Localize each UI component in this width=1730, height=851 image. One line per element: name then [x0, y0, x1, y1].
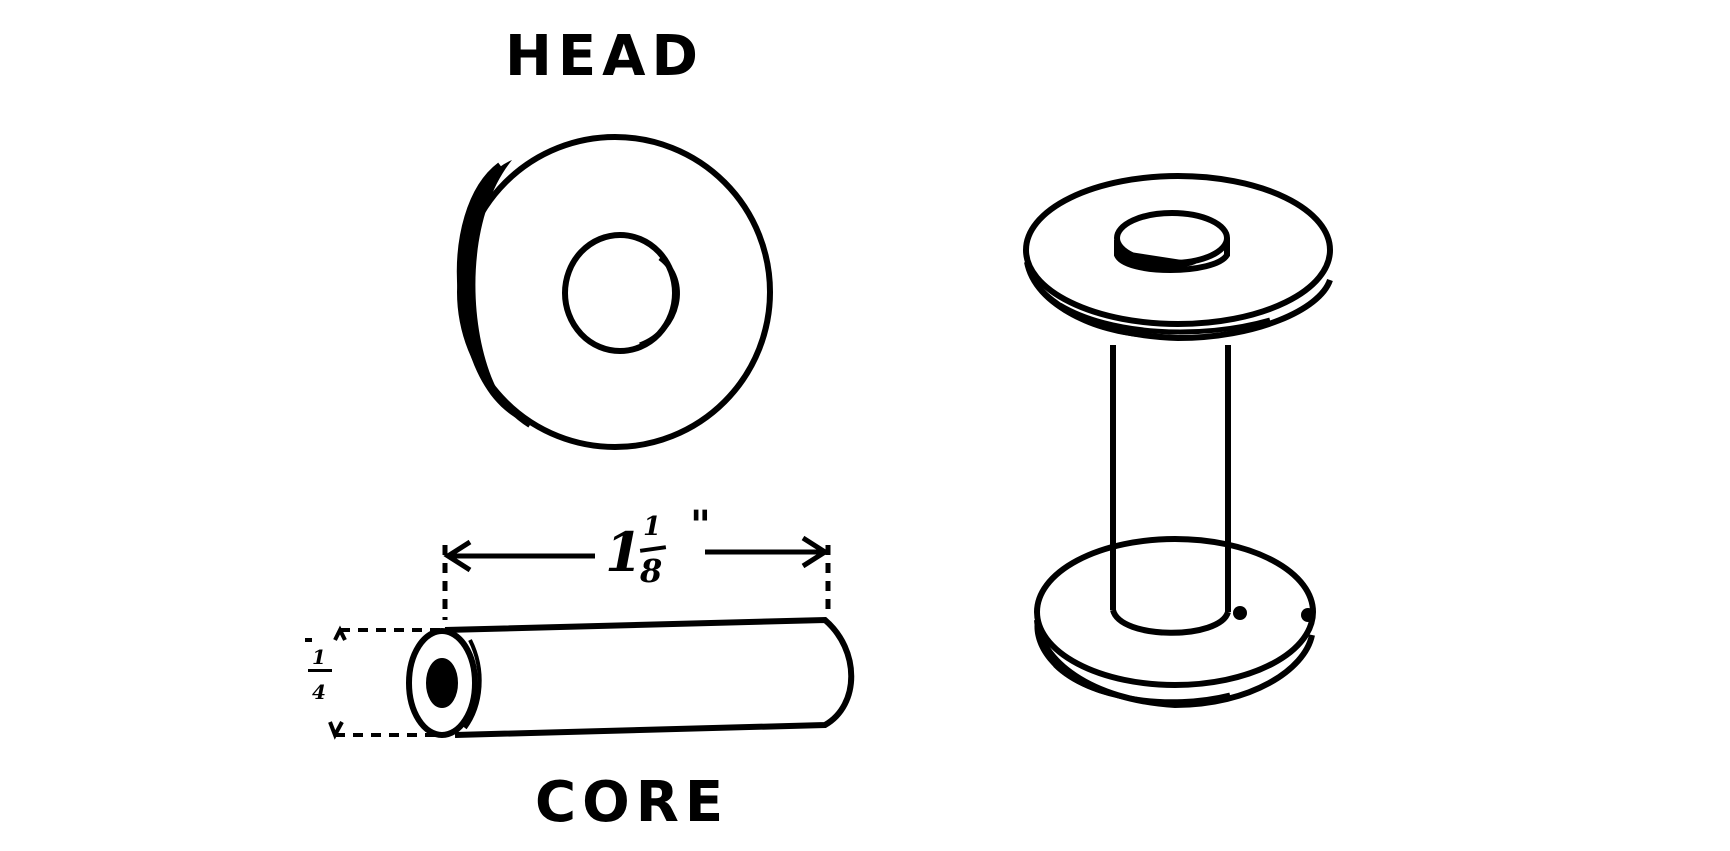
dia-arrow-bottom [328, 721, 344, 740]
bottom-flange-hole-1 [1233, 606, 1247, 620]
head-disc-edge [456, 162, 532, 428]
core-tube-end [406, 628, 478, 738]
head-label: HEAD [505, 24, 704, 89]
core-tube-end-shade [463, 639, 482, 730]
core-tube [406, 616, 855, 738]
core-tube-body [444, 616, 855, 738]
core-label: CORE [535, 770, 730, 835]
diameter-fraction-numerator: 1 [312, 645, 326, 669]
bottom-flange-hole-2 [1301, 608, 1315, 622]
top-flange-top [1023, 173, 1333, 327]
length-fraction-denominator: 8 [640, 552, 663, 590]
top-flange-edge [1024, 261, 1333, 342]
top-flange-rim [1058, 302, 1271, 335]
shaft-bottom [1110, 608, 1231, 636]
core-tube-bore [426, 658, 458, 708]
length-inch-mark: " [690, 502, 711, 549]
length-arrow-left [443, 539, 472, 573]
assembled-bobbin [1023, 173, 1333, 709]
bottom-flange-shadow [1034, 620, 1130, 700]
length-dimension [442, 535, 831, 620]
head-disc-outer [457, 134, 773, 450]
diameter-dimension [305, 625, 440, 740]
bottom-flange-edge [1034, 619, 1315, 709]
top-hub-shade [1115, 248, 1196, 269]
diameter-fraction-denominator: 4 [312, 680, 326, 704]
bottom-flange-rim [1053, 663, 1231, 705]
top-hub-side [1114, 238, 1230, 273]
dia-arrow-top [333, 625, 347, 641]
diameter-fraction-bar [308, 669, 332, 672]
length-whole-number: 1 [605, 520, 643, 584]
bottom-flange-top [1034, 536, 1316, 688]
length-fraction-numerator: 1 [643, 512, 662, 542]
head-disc-hole-shade [639, 255, 680, 348]
head-disc [456, 134, 773, 450]
length-arrow-right [801, 535, 830, 569]
